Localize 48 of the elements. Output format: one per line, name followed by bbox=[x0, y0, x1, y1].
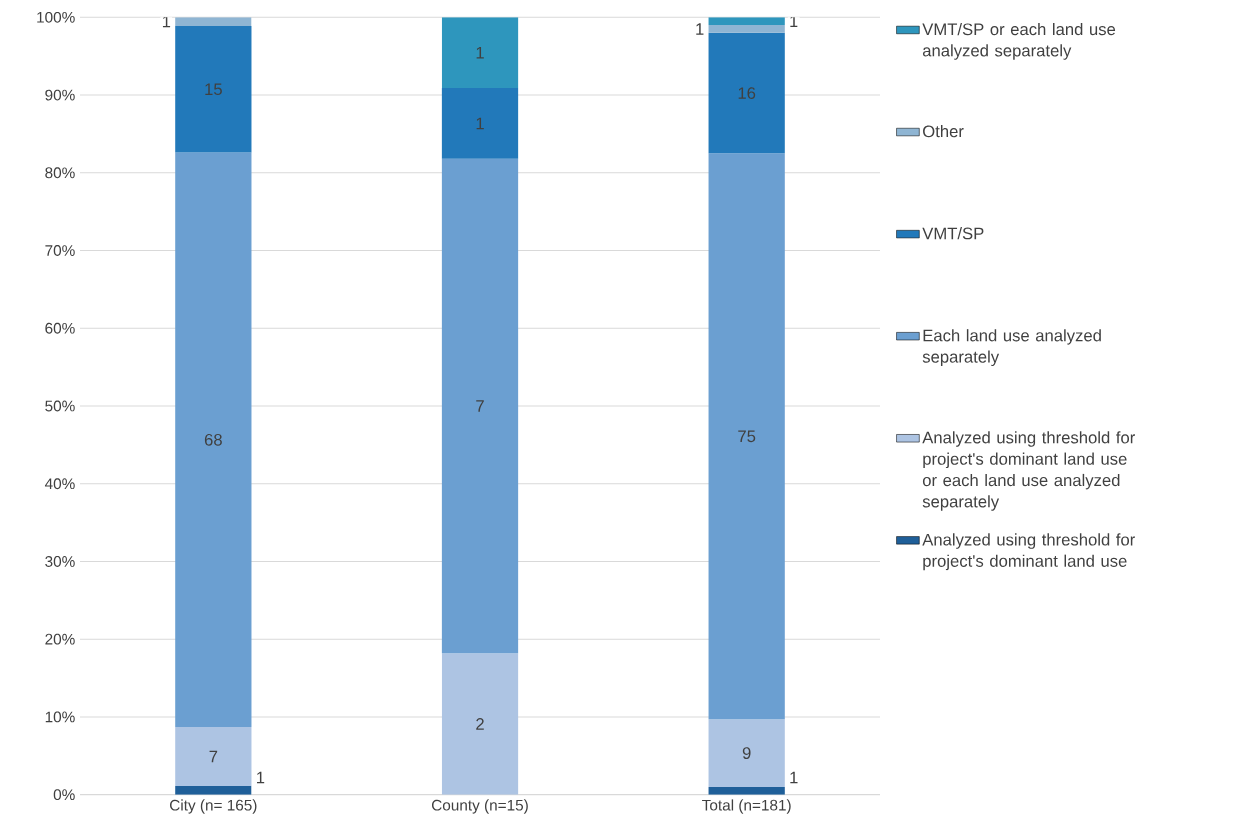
y-tick-label: 100% bbox=[37, 12, 75, 23]
y-tick-label: 60% bbox=[45, 323, 75, 334]
x-tick-label: Total (n=181) bbox=[702, 799, 791, 814]
annotation: 9 bbox=[742, 747, 751, 760]
annotation: 68 bbox=[204, 434, 222, 446]
legend-label: Other bbox=[923, 125, 964, 138]
x-tick-label: City (n= 165) bbox=[170, 799, 257, 814]
annotation: 1 bbox=[476, 47, 484, 59]
bar bbox=[708, 33, 785, 154]
annotation: 1 bbox=[696, 23, 704, 35]
bar bbox=[175, 727, 252, 787]
bar bbox=[441, 653, 519, 795]
annotation: 1 bbox=[257, 772, 265, 784]
annotation: 7 bbox=[476, 400, 484, 412]
y-tick-label: 30% bbox=[45, 556, 75, 568]
bar bbox=[708, 153, 785, 720]
y-tick-label: 40% bbox=[44, 478, 75, 490]
y-tick-label: 90% bbox=[45, 89, 75, 101]
bar bbox=[175, 17, 252, 27]
bar bbox=[175, 26, 252, 153]
legend-label: Analyzed using threshold for project's dominant land use or each land use analyzed separately bbox=[922, 431, 1135, 511]
legend-label: Analyzed using threshold for project's dominant land use bbox=[922, 533, 1135, 571]
x-tick-label: County (n=15) bbox=[431, 799, 528, 814]
bar bbox=[708, 719, 785, 788]
legend-label: VMT/SP or each land use analyzed separately bbox=[922, 23, 1116, 60]
bar bbox=[708, 25, 785, 34]
legend-label: VMT/SP bbox=[922, 227, 984, 240]
legend-label: Each land use analyzed separately bbox=[922, 329, 1101, 367]
y-tick-label: 50% bbox=[45, 400, 75, 412]
bar bbox=[441, 17, 519, 89]
bar bbox=[708, 17, 785, 26]
annotation: 7 bbox=[209, 751, 218, 763]
y-tick-label: 80% bbox=[45, 167, 75, 179]
annotation: 15 bbox=[205, 83, 222, 96]
annotation: 2 bbox=[476, 718, 484, 730]
bar bbox=[441, 88, 519, 159]
bar bbox=[708, 787, 785, 795]
annotation: 1 bbox=[790, 772, 798, 784]
bar bbox=[175, 786, 252, 795]
y-tick-label: 0% bbox=[53, 789, 75, 801]
bar bbox=[175, 152, 252, 728]
annotation: 16 bbox=[738, 87, 756, 100]
y-tick-label: 70% bbox=[45, 245, 75, 257]
bar bbox=[441, 158, 519, 654]
y-tick-label: 10% bbox=[45, 711, 75, 723]
annotation: 75 bbox=[738, 430, 756, 443]
y-tick-label: 20% bbox=[45, 633, 75, 645]
annotation: 1 bbox=[476, 117, 484, 130]
